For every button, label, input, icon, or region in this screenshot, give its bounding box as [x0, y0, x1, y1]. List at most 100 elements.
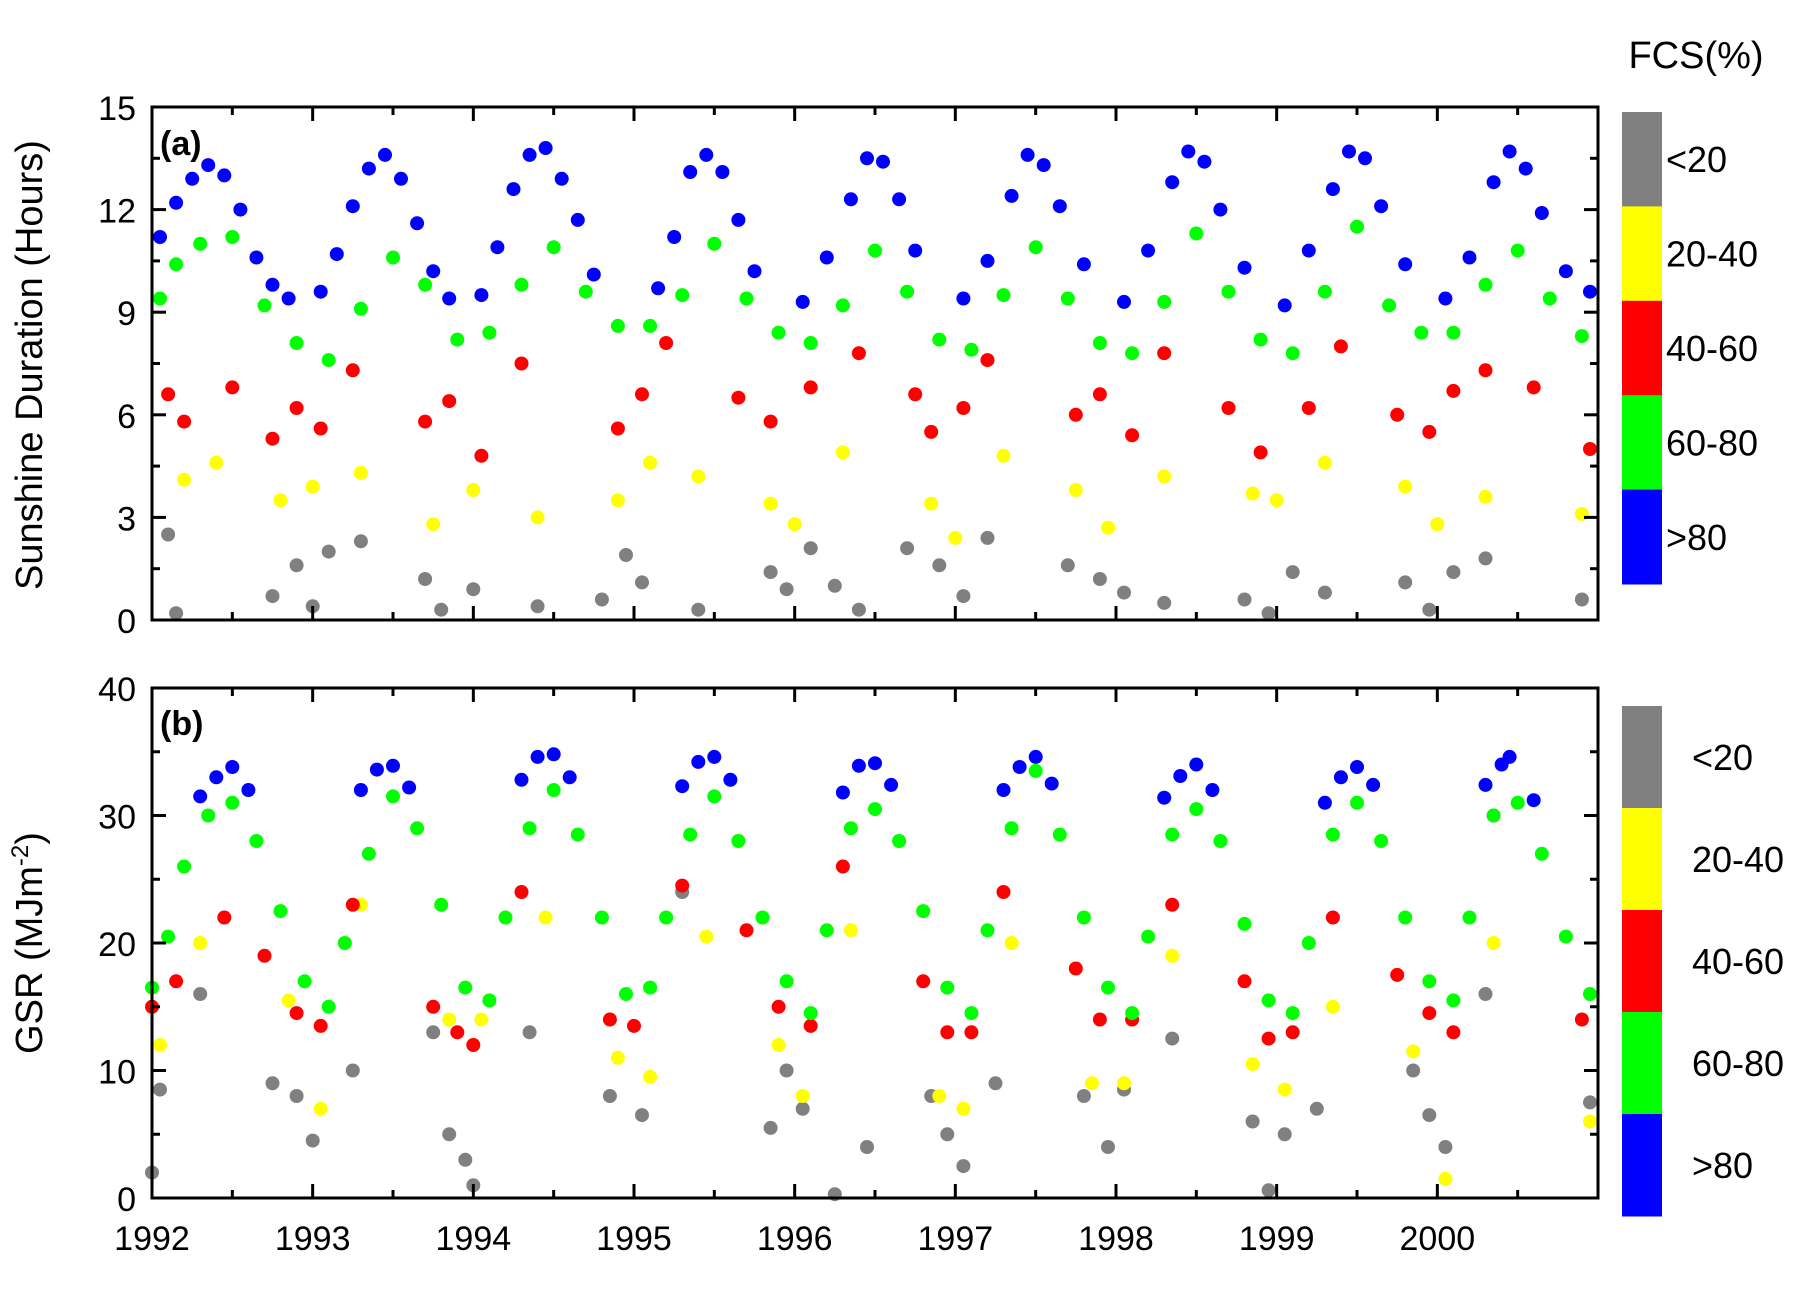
panel-a-legend-swatch: [1622, 395, 1662, 491]
panel-a-point: [1518, 161, 1533, 176]
panel-a-point: [1422, 602, 1437, 617]
panel-a-point: [1574, 592, 1589, 607]
panel-b-point: [466, 1038, 481, 1052]
panel-a-point: [394, 171, 408, 186]
panel-a-point: [1245, 486, 1260, 501]
panel-b-point: [522, 1025, 537, 1040]
panel-a-point: [153, 291, 167, 306]
panel-a-point: [803, 336, 818, 350]
panel-a-point: [1092, 572, 1107, 586]
panel-b-point: [916, 974, 931, 989]
panel-b-point: [458, 1152, 473, 1167]
panel-a-point: [908, 243, 923, 258]
panel-a-point: [763, 414, 778, 429]
panel-a-point: [956, 401, 971, 415]
panel-a-point: [546, 240, 561, 255]
panel-b-point: [1390, 967, 1405, 982]
panel-a-point: [594, 592, 609, 607]
panel-b-x-tick-label: 2000: [1400, 1220, 1476, 1258]
panel-a-point: [169, 195, 184, 210]
panel-a-point: [771, 325, 786, 340]
panel-a-point: [1358, 151, 1372, 166]
panel-a-point: [273, 493, 288, 508]
panel-a-point: [819, 250, 834, 265]
panel-b-point: [675, 779, 690, 794]
panel-a-point: [892, 192, 907, 207]
panel-a-point: [1478, 277, 1493, 292]
panel-a-point: [193, 236, 208, 251]
panel-b-point: [956, 1159, 971, 1174]
panel-a-legend-swatch: [1622, 300, 1662, 396]
panel-a-point: [643, 455, 658, 470]
panel-b-point: [1325, 910, 1340, 925]
panel-b-legend-label: 60-80: [1692, 1043, 1784, 1084]
legend-title: FCS(%): [1628, 35, 1763, 77]
panel-b-point: [964, 1025, 979, 1040]
panel-b-point: [1076, 1089, 1091, 1103]
panel-b-y-axis-label-close: ): [9, 832, 51, 845]
panel-b-point: [1084, 1076, 1099, 1091]
panel-a-point: [787, 517, 802, 532]
panel-a-point: [442, 394, 457, 409]
panel-a-point: [530, 599, 545, 614]
panel-b-point: [1157, 790, 1172, 805]
panel-b-point: [474, 1012, 489, 1027]
panel-a-point: [1076, 257, 1091, 272]
panel-b-point: [1558, 929, 1573, 944]
panel-a-legend: <20 20-40 40-60 60-80 >80: [1622, 112, 1758, 585]
panel-b-point: [1028, 749, 1043, 764]
panel-a-point: [289, 336, 304, 350]
panel-b-point: [402, 780, 417, 795]
panel-b-point: [779, 1063, 794, 1078]
panel-b-point: [201, 808, 216, 823]
panel-a-point: [450, 332, 465, 347]
panel-b-point: [619, 987, 633, 1001]
panel-a-point: [418, 414, 433, 429]
panel-a-point: [169, 606, 184, 621]
panel-a-point: [530, 510, 545, 525]
panel-a-point: [1350, 219, 1364, 234]
panel-a-point: [1462, 250, 1477, 265]
panel-a-point: [233, 202, 248, 217]
panel-b-y-tick-label: 20: [98, 926, 136, 964]
panel-b-point: [699, 929, 714, 944]
panel-a-point: [1285, 346, 1300, 361]
panel-a-point: [763, 565, 778, 580]
panel-a-point: [827, 578, 842, 593]
panel-a-legend-swatch: [1622, 112, 1662, 207]
panel-a-point: [1237, 592, 1252, 607]
panel-b-data-points: [145, 747, 1597, 1202]
panel-b-point: [1406, 1063, 1421, 1078]
panel-a-ticks: 0 3 6 9 12 15: [98, 90, 1598, 641]
panel-a-point: [1036, 158, 1051, 173]
panel-b-point: [851, 758, 866, 773]
panel-b-point: [386, 758, 400, 773]
panel-a-point: [1157, 469, 1172, 484]
panel-b-point: [1101, 980, 1115, 995]
panel-b-point: [1583, 1114, 1597, 1129]
panel-b-point: [1446, 1025, 1461, 1040]
panel-b-point: [1028, 763, 1043, 778]
panel-b-point: [916, 904, 931, 919]
panel-a-point: [996, 288, 1011, 303]
panel-a-point: [691, 469, 706, 484]
panel-b-point: [153, 1038, 167, 1052]
panel-b-legend-label: 20-40: [1692, 839, 1784, 880]
panel-a-point: [908, 387, 923, 402]
panel-a: 0 3 6 9 12 15 (a) Sunshine Duration (Hours) F…: [9, 35, 1764, 641]
panel-a-point: [691, 602, 706, 617]
panel-a-y-axis-label: Sunshine Duration (Hours): [9, 140, 51, 590]
panel-b-point: [779, 974, 794, 989]
panel-b-y-axis-label: GSR (MJm-2): [7, 832, 51, 1054]
panel-b-point: [546, 747, 561, 762]
panel-a-point: [1325, 182, 1340, 197]
panel-b-point: [771, 999, 786, 1014]
panel-a-point: [779, 582, 794, 597]
panel-a-point: [1189, 226, 1204, 241]
panel-a-legend-label: 40-60: [1666, 328, 1758, 369]
panel-a-point: [209, 455, 224, 470]
panel-b-point: [691, 754, 706, 769]
panel-a-point: [715, 165, 730, 179]
panel-a-point: [442, 291, 457, 306]
